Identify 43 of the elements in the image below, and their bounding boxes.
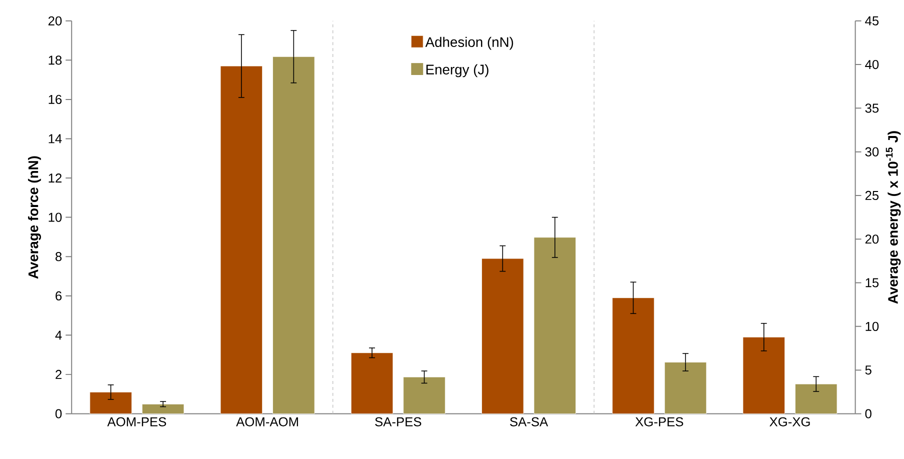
bar	[612, 297, 654, 414]
y-tick-label: 0	[55, 408, 62, 418]
y-axis-title: Average force (nN)	[28, 156, 42, 279]
y-tick-label: 8	[56, 252, 62, 261]
bar	[220, 66, 263, 414]
y2-tick-label: 15	[866, 278, 879, 288]
y-tick-label: 12	[48, 173, 62, 182]
y-tick-label: 4	[55, 330, 62, 340]
y-tick-label: 16	[48, 94, 62, 104]
y2-axis-title: Average energy ( x 10$^{-15}$ J)	[886, 130, 901, 304]
y2-tick-label: 40	[865, 60, 879, 69]
bar	[90, 392, 132, 414]
x-tick-label: XG-XG	[770, 416, 810, 426]
bar	[534, 236, 576, 414]
bar	[350, 352, 394, 414]
y-tick-label: 20	[48, 16, 62, 26]
legend-label: Energy (J)	[426, 64, 488, 77]
y2-tick-label: 20	[865, 234, 879, 244]
bar	[482, 258, 524, 414]
y2-tick-label: 10	[866, 322, 879, 331]
y-tick-label: 18	[48, 55, 62, 64]
x-tick-label: SA-SA	[510, 416, 548, 426]
bar	[272, 56, 315, 414]
bar	[795, 384, 838, 414]
y2-tick-label: 30	[865, 147, 879, 156]
x-tick-label: AOM-AOM	[236, 416, 298, 426]
y2-tick-label: 45	[865, 16, 879, 26]
bar	[664, 362, 707, 414]
y-tick-label: 2	[56, 370, 62, 379]
y-tick-label: 6	[56, 291, 62, 300]
y-tick-label: 10	[48, 212, 62, 222]
y-tick-label: 14	[48, 134, 62, 143]
bar	[142, 404, 184, 414]
bar	[742, 336, 785, 414]
y2-tick-label: 35	[865, 103, 879, 113]
x-tick-label: AOM-PES	[107, 416, 166, 426]
x-tick-label: XG-PES	[635, 416, 684, 426]
x-tick-label: SA-PES	[375, 416, 422, 426]
bar	[403, 376, 446, 414]
legend-label: Adhesion (nN)	[425, 36, 514, 50]
y2-tick-label: 0	[865, 408, 872, 418]
y2-tick-label: 25	[865, 190, 879, 200]
y2-tick-label: 5	[865, 365, 872, 374]
